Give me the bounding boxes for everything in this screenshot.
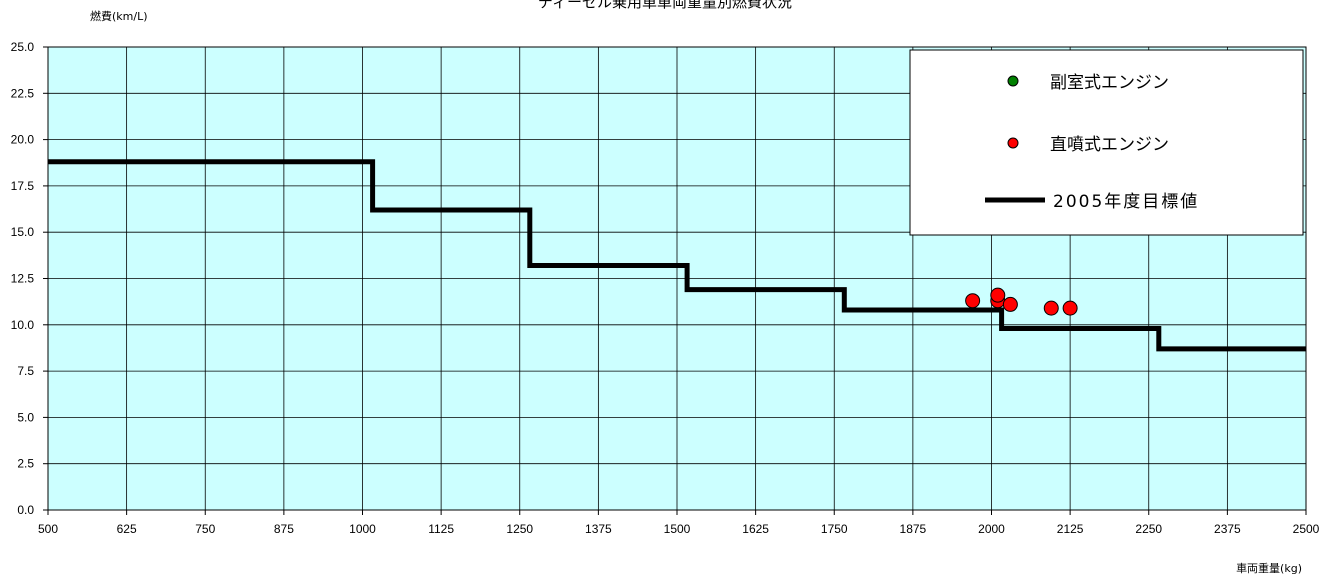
x-tick-label: 2125 bbox=[1057, 522, 1084, 536]
y-tick-label: 0.0 bbox=[17, 503, 34, 517]
legend-label-target: 2005年度目標値 bbox=[1053, 192, 1199, 212]
y-tick-label: 7.5 bbox=[17, 364, 34, 378]
y-tick-label: 20.0 bbox=[11, 133, 35, 147]
y-tick-label: 12.5 bbox=[11, 272, 35, 286]
y-axis-label: 燃費(km/L) bbox=[90, 9, 148, 23]
legend-box bbox=[909, 49, 1304, 236]
y-tick-label: 22.5 bbox=[11, 86, 35, 100]
data-point bbox=[990, 287, 1006, 303]
x-tick-label: 750 bbox=[195, 522, 215, 536]
target-step-line bbox=[48, 159, 1306, 352]
series-marks bbox=[48, 159, 1306, 352]
x-tick-label: 1250 bbox=[506, 522, 533, 536]
x-tick-label: 500 bbox=[38, 522, 58, 536]
x-tick-label: 2375 bbox=[1214, 522, 1241, 536]
legend-label-direct: 直噴式エンジン bbox=[1050, 135, 1169, 155]
x-axis-label: 車両重量(kg) bbox=[1236, 561, 1302, 575]
y-tick-label: 15.0 bbox=[11, 225, 35, 239]
x-tick-label: 1000 bbox=[349, 522, 376, 536]
x-tick-label: 2250 bbox=[1135, 522, 1162, 536]
y-tick-label: 17.5 bbox=[11, 179, 35, 193]
y-tick-label: 10.0 bbox=[11, 318, 35, 332]
data-point bbox=[965, 293, 981, 309]
x-tick-label: 2000 bbox=[978, 522, 1005, 536]
legend-marker-direct bbox=[1007, 137, 1019, 149]
x-tick-label: 1125 bbox=[428, 522, 454, 536]
data-point bbox=[1043, 300, 1059, 316]
chart-title: ディーゼル乗用車車両重量別燃費状況 bbox=[538, 0, 792, 11]
x-tick-label: 625 bbox=[117, 522, 137, 536]
data-point bbox=[1002, 296, 1018, 312]
x-axis-ticks: 500 625 750 875 1000 1125 1250 1375 1500 1625 1750… bbox=[38, 510, 1320, 536]
legend: 副室式エンジン 直噴式エンジン 2005年度目標値 bbox=[909, 49, 1304, 236]
x-tick-label: 1375 bbox=[585, 522, 612, 536]
x-tick-label: 1750 bbox=[821, 522, 848, 536]
y-tick-label: 5.0 bbox=[17, 410, 34, 424]
y-tick-label: 25.0 bbox=[11, 40, 35, 54]
data-point bbox=[1062, 300, 1078, 316]
x-tick-label: 1500 bbox=[664, 522, 691, 536]
y-axis-ticks: 0.0 2.5 5.0 7.5 10.0 12.5 15.0 17.5 20.0 22.5 25.0 bbox=[11, 40, 48, 517]
x-tick-label: 1875 bbox=[900, 522, 927, 536]
y-tick-label: 2.5 bbox=[17, 457, 34, 471]
x-tick-label: 2500 bbox=[1293, 522, 1320, 536]
x-tick-label: 1625 bbox=[742, 522, 769, 536]
legend-marker-indirect bbox=[1007, 75, 1019, 87]
x-tick-label: 875 bbox=[274, 522, 294, 536]
legend-label-indirect: 副室式エンジン bbox=[1050, 73, 1169, 93]
